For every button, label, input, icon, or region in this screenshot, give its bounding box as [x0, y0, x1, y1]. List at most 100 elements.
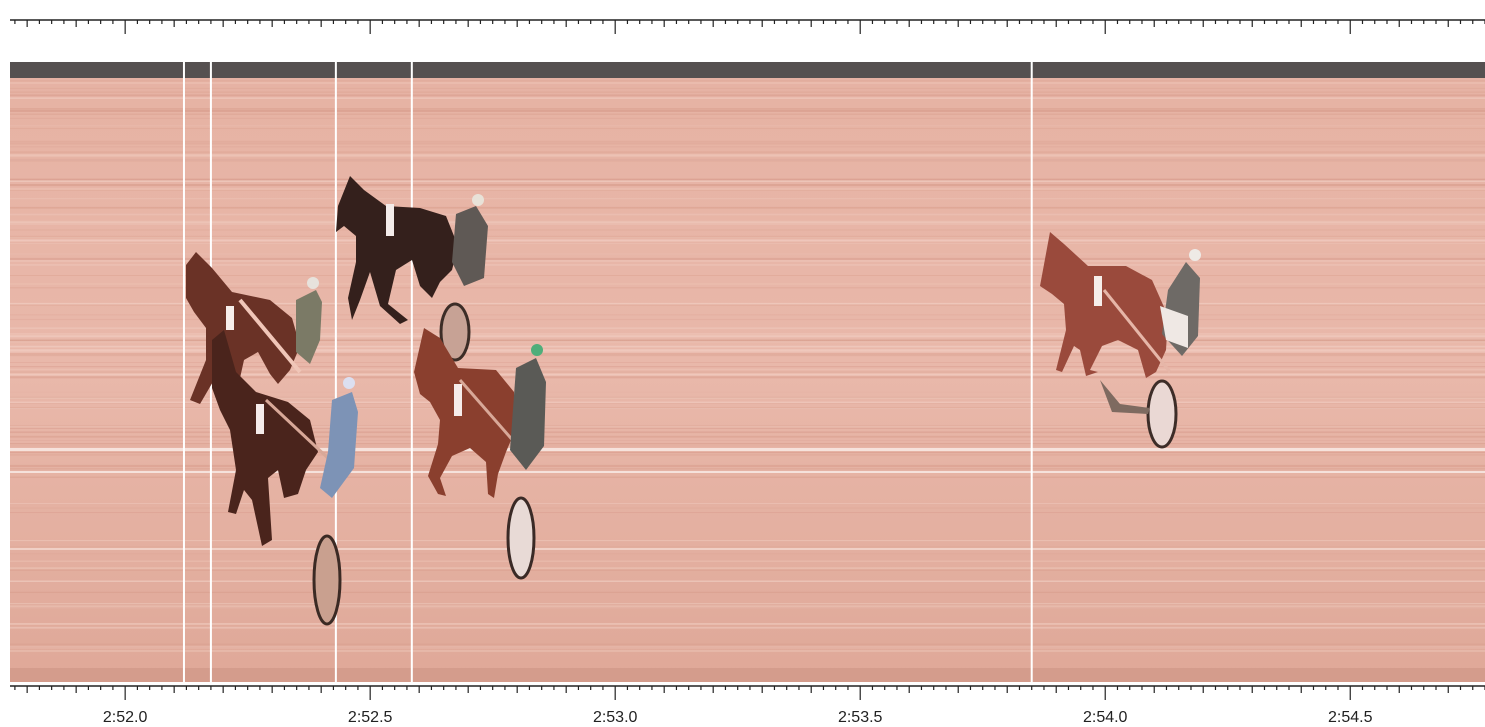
track-streak	[10, 407, 1485, 409]
track-streak	[10, 125, 1485, 127]
track-streak	[10, 569, 1485, 571]
driver-pants	[1160, 306, 1188, 348]
driver	[320, 392, 358, 498]
track-streak	[10, 445, 1485, 447]
track-streak	[10, 440, 1485, 441]
track-streak	[10, 257, 1485, 260]
track-streak	[10, 643, 1485, 645]
track-streak	[10, 341, 1485, 343]
track-streak	[10, 113, 1485, 115]
track-streak	[10, 275, 1485, 276]
track-streak	[10, 349, 1485, 352]
track-streak	[10, 468, 1485, 471]
track-streak	[10, 605, 1485, 607]
track-streak	[10, 151, 1485, 154]
track-streak	[10, 108, 1485, 110]
track-streak	[10, 80, 1485, 82]
track-streaks	[10, 80, 1485, 652]
track-streak	[10, 567, 1485, 569]
saddle-cloth	[386, 204, 394, 236]
track-streak	[10, 353, 1485, 355]
track-streak	[10, 646, 1485, 647]
sulky-shaft	[264, 398, 332, 462]
track-streak	[10, 283, 1485, 285]
track-streak	[10, 97, 1485, 100]
track-streak	[10, 607, 1485, 609]
track-streak	[10, 391, 1485, 393]
track-streak	[10, 464, 1485, 467]
sulky-shaft	[1102, 289, 1172, 373]
track-streak	[10, 425, 1485, 427]
driver-helmet	[531, 344, 543, 356]
sulky-wheel	[1146, 379, 1178, 449]
track-streak	[10, 408, 1485, 410]
track-streak	[10, 333, 1485, 335]
bottom-time-axis: 2:52.0 2:52.5 2:53.0 2:53.5 2:54.0 2:54.5	[10, 685, 1485, 726]
saddle-cloth	[454, 384, 462, 416]
sulky-wheel	[439, 302, 471, 362]
driver	[452, 206, 488, 286]
track-streak	[10, 604, 1485, 606]
track-streak	[10, 335, 1485, 338]
track-streak	[10, 623, 1485, 625]
track-streak	[10, 427, 1485, 429]
driver	[510, 358, 546, 470]
track-streak	[10, 128, 1485, 130]
track-streak	[10, 264, 1485, 266]
track-streak	[10, 603, 1485, 605]
track-streak	[10, 302, 1485, 305]
track-streak	[10, 626, 1485, 629]
track-streak	[10, 366, 1485, 368]
track-streak	[10, 146, 1485, 148]
track-streak	[10, 327, 1485, 330]
driver-helmet	[343, 377, 355, 389]
track-streak	[10, 160, 1485, 162]
track-streak	[10, 206, 1485, 209]
track-streak	[10, 362, 1485, 363]
track-streak	[10, 221, 1485, 223]
driver-helmet	[307, 277, 319, 289]
horse-1-group	[212, 330, 358, 626]
sulky-wheel	[312, 534, 342, 626]
track-streak	[10, 540, 1485, 542]
track-streak	[10, 371, 1485, 373]
track-streak	[10, 560, 1485, 562]
driver-helmet	[472, 194, 484, 206]
track-streak	[10, 467, 1485, 470]
track-streak	[10, 435, 1485, 438]
inner-rail	[10, 62, 1485, 78]
track-streak	[10, 87, 1485, 89]
track-streak	[10, 402, 1485, 404]
track-streak	[10, 220, 1485, 223]
track-streak	[10, 235, 1485, 238]
track-streak	[10, 649, 1485, 652]
sulky-shaft	[238, 298, 302, 374]
track-streak	[10, 512, 1485, 514]
track-streak	[10, 396, 1485, 399]
sulky-wheel	[506, 496, 536, 580]
track-streak	[10, 94, 1485, 97]
time-tick-label: 2:52.0	[103, 709, 148, 726]
time-tick-label: 2:53.5	[838, 709, 883, 726]
track-streak	[10, 396, 1485, 398]
time-tick-label: 2:54.5	[1328, 709, 1373, 726]
track-streak	[10, 580, 1485, 583]
track-streak	[10, 110, 1485, 112]
track-streak	[10, 237, 1485, 239]
shadow	[1100, 380, 1150, 414]
track-streak	[10, 373, 1485, 376]
saddle-cloth	[1094, 276, 1102, 306]
track-streak	[10, 476, 1485, 478]
horse-silhouette	[336, 176, 458, 324]
horse-4-group	[1040, 232, 1201, 449]
horse-silhouette	[414, 328, 516, 498]
track-streak	[10, 354, 1485, 357]
track-streak	[10, 453, 1485, 456]
track-streak	[10, 239, 1485, 242]
track-streak	[10, 350, 1485, 353]
track-streak	[10, 184, 1485, 187]
track-streak	[10, 339, 1485, 342]
track-streak	[10, 243, 1485, 244]
track-streak	[10, 466, 1485, 467]
